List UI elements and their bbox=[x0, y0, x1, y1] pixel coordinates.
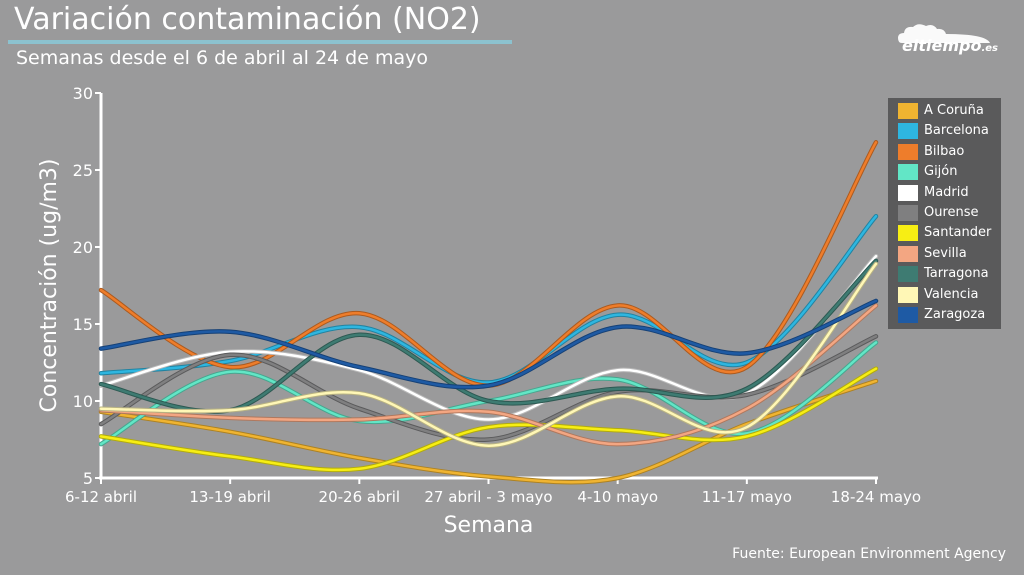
series-line-a-coruna bbox=[99, 379, 878, 484]
series-line-valencia bbox=[99, 262, 878, 447]
series-line-ourense bbox=[99, 335, 878, 442]
brand-name: eltiempo.es bbox=[902, 36, 998, 55]
x-tick-label: 4-10 mayo bbox=[577, 488, 658, 506]
legend-label: Barcelona bbox=[924, 123, 989, 139]
x-tick-label: 20-26 abril bbox=[319, 488, 401, 506]
y-tick-label: 20 bbox=[73, 238, 93, 257]
chart-labels: 5 10 15 20 25 30 6-12 abril 13-19 abril 20-26 ab… bbox=[37, 84, 921, 538]
legend-swatch bbox=[898, 225, 918, 242]
chart-title: Variación contaminación (NO2) bbox=[14, 2, 481, 37]
legend-label: Madrid bbox=[924, 184, 969, 200]
chart-series bbox=[98, 140, 879, 485]
legend-item-madrid: Madrid bbox=[896, 184, 1006, 202]
x-axis-title: Semana bbox=[444, 513, 534, 538]
x-tick-label: 11-17 mayo bbox=[702, 488, 792, 506]
brand-name-main: eltiempo bbox=[902, 36, 982, 55]
series-line-zaragoza bbox=[99, 299, 878, 389]
legend-label: Bilbao bbox=[924, 143, 965, 159]
legend-label: Zaragoza bbox=[924, 307, 986, 322]
legend-item-gijon: Gijón bbox=[896, 163, 1006, 181]
legend-label: Ourense bbox=[924, 205, 979, 220]
x-tick-label: 18-24 mayo bbox=[831, 488, 921, 506]
series-line-madrid bbox=[99, 254, 878, 421]
legend-label: A Coruña bbox=[924, 103, 984, 118]
y-axis-title: Concentración (ug/m3) bbox=[37, 158, 62, 412]
legend-swatch bbox=[898, 164, 918, 181]
source-note: Fuente: European Environment Agency bbox=[732, 546, 1006, 562]
legend-label: Santander bbox=[924, 225, 992, 241]
y-tick-label: 10 bbox=[73, 392, 93, 411]
legend-item-bilbao: Bilbao bbox=[896, 143, 1006, 161]
legend-item-sevilla: Sevilla bbox=[896, 245, 1006, 263]
x-tick-label: 6-12 abril bbox=[65, 488, 137, 506]
legend-item-barcelona: Barcelona bbox=[896, 122, 1006, 140]
y-tick-label: 30 bbox=[73, 84, 93, 103]
series-outline-madrid bbox=[98, 253, 879, 422]
legend-swatch bbox=[898, 245, 918, 262]
legend-swatch bbox=[898, 184, 918, 201]
legend-swatch bbox=[898, 266, 918, 283]
legend-swatch bbox=[898, 103, 918, 119]
x-tick-label: 27 abril - 3 mayo bbox=[424, 488, 552, 506]
y-tick-label: 15 bbox=[73, 315, 93, 334]
y-tick-label: 25 bbox=[73, 161, 93, 180]
legend-item-a-coruna: A Coruña bbox=[896, 102, 1006, 120]
legend-swatch bbox=[898, 143, 918, 160]
series-line-sevilla bbox=[99, 304, 878, 446]
title-underline bbox=[8, 40, 512, 44]
legend-item-valencia: Valencia bbox=[896, 286, 1006, 304]
legend-label: Tarragona bbox=[924, 266, 989, 282]
legend-item-ourense: Ourense bbox=[896, 204, 1006, 222]
series-line-santander bbox=[99, 367, 878, 472]
legend-swatch bbox=[898, 307, 918, 323]
cloud-icon bbox=[898, 24, 990, 43]
legend-label: Sevilla bbox=[924, 245, 967, 261]
legend-label: Gijón bbox=[924, 164, 958, 180]
legend-item-santander: Santander bbox=[896, 224, 1006, 242]
brand-logo: eltiempo.es bbox=[888, 22, 1006, 58]
legend-swatch bbox=[898, 123, 918, 140]
legend-label: Valencia bbox=[924, 286, 979, 302]
chart-legend: A Coruña Barcelona Bilbao Gijón Madrid Ourens… bbox=[888, 98, 1001, 329]
chart-subtitle: Semanas desde el 6 de abril al 24 de may… bbox=[16, 47, 428, 69]
legend-item-tarragona: Tarragona bbox=[896, 265, 1006, 283]
y-tick-label: 5 bbox=[83, 469, 93, 488]
brand-name-suffix: .es bbox=[981, 43, 998, 54]
legend-swatch bbox=[898, 286, 918, 303]
legend-swatch bbox=[898, 205, 918, 221]
x-tick-label: 13-19 abril bbox=[189, 488, 271, 506]
legend-item-zaragoza: Zaragoza bbox=[896, 306, 1006, 324]
